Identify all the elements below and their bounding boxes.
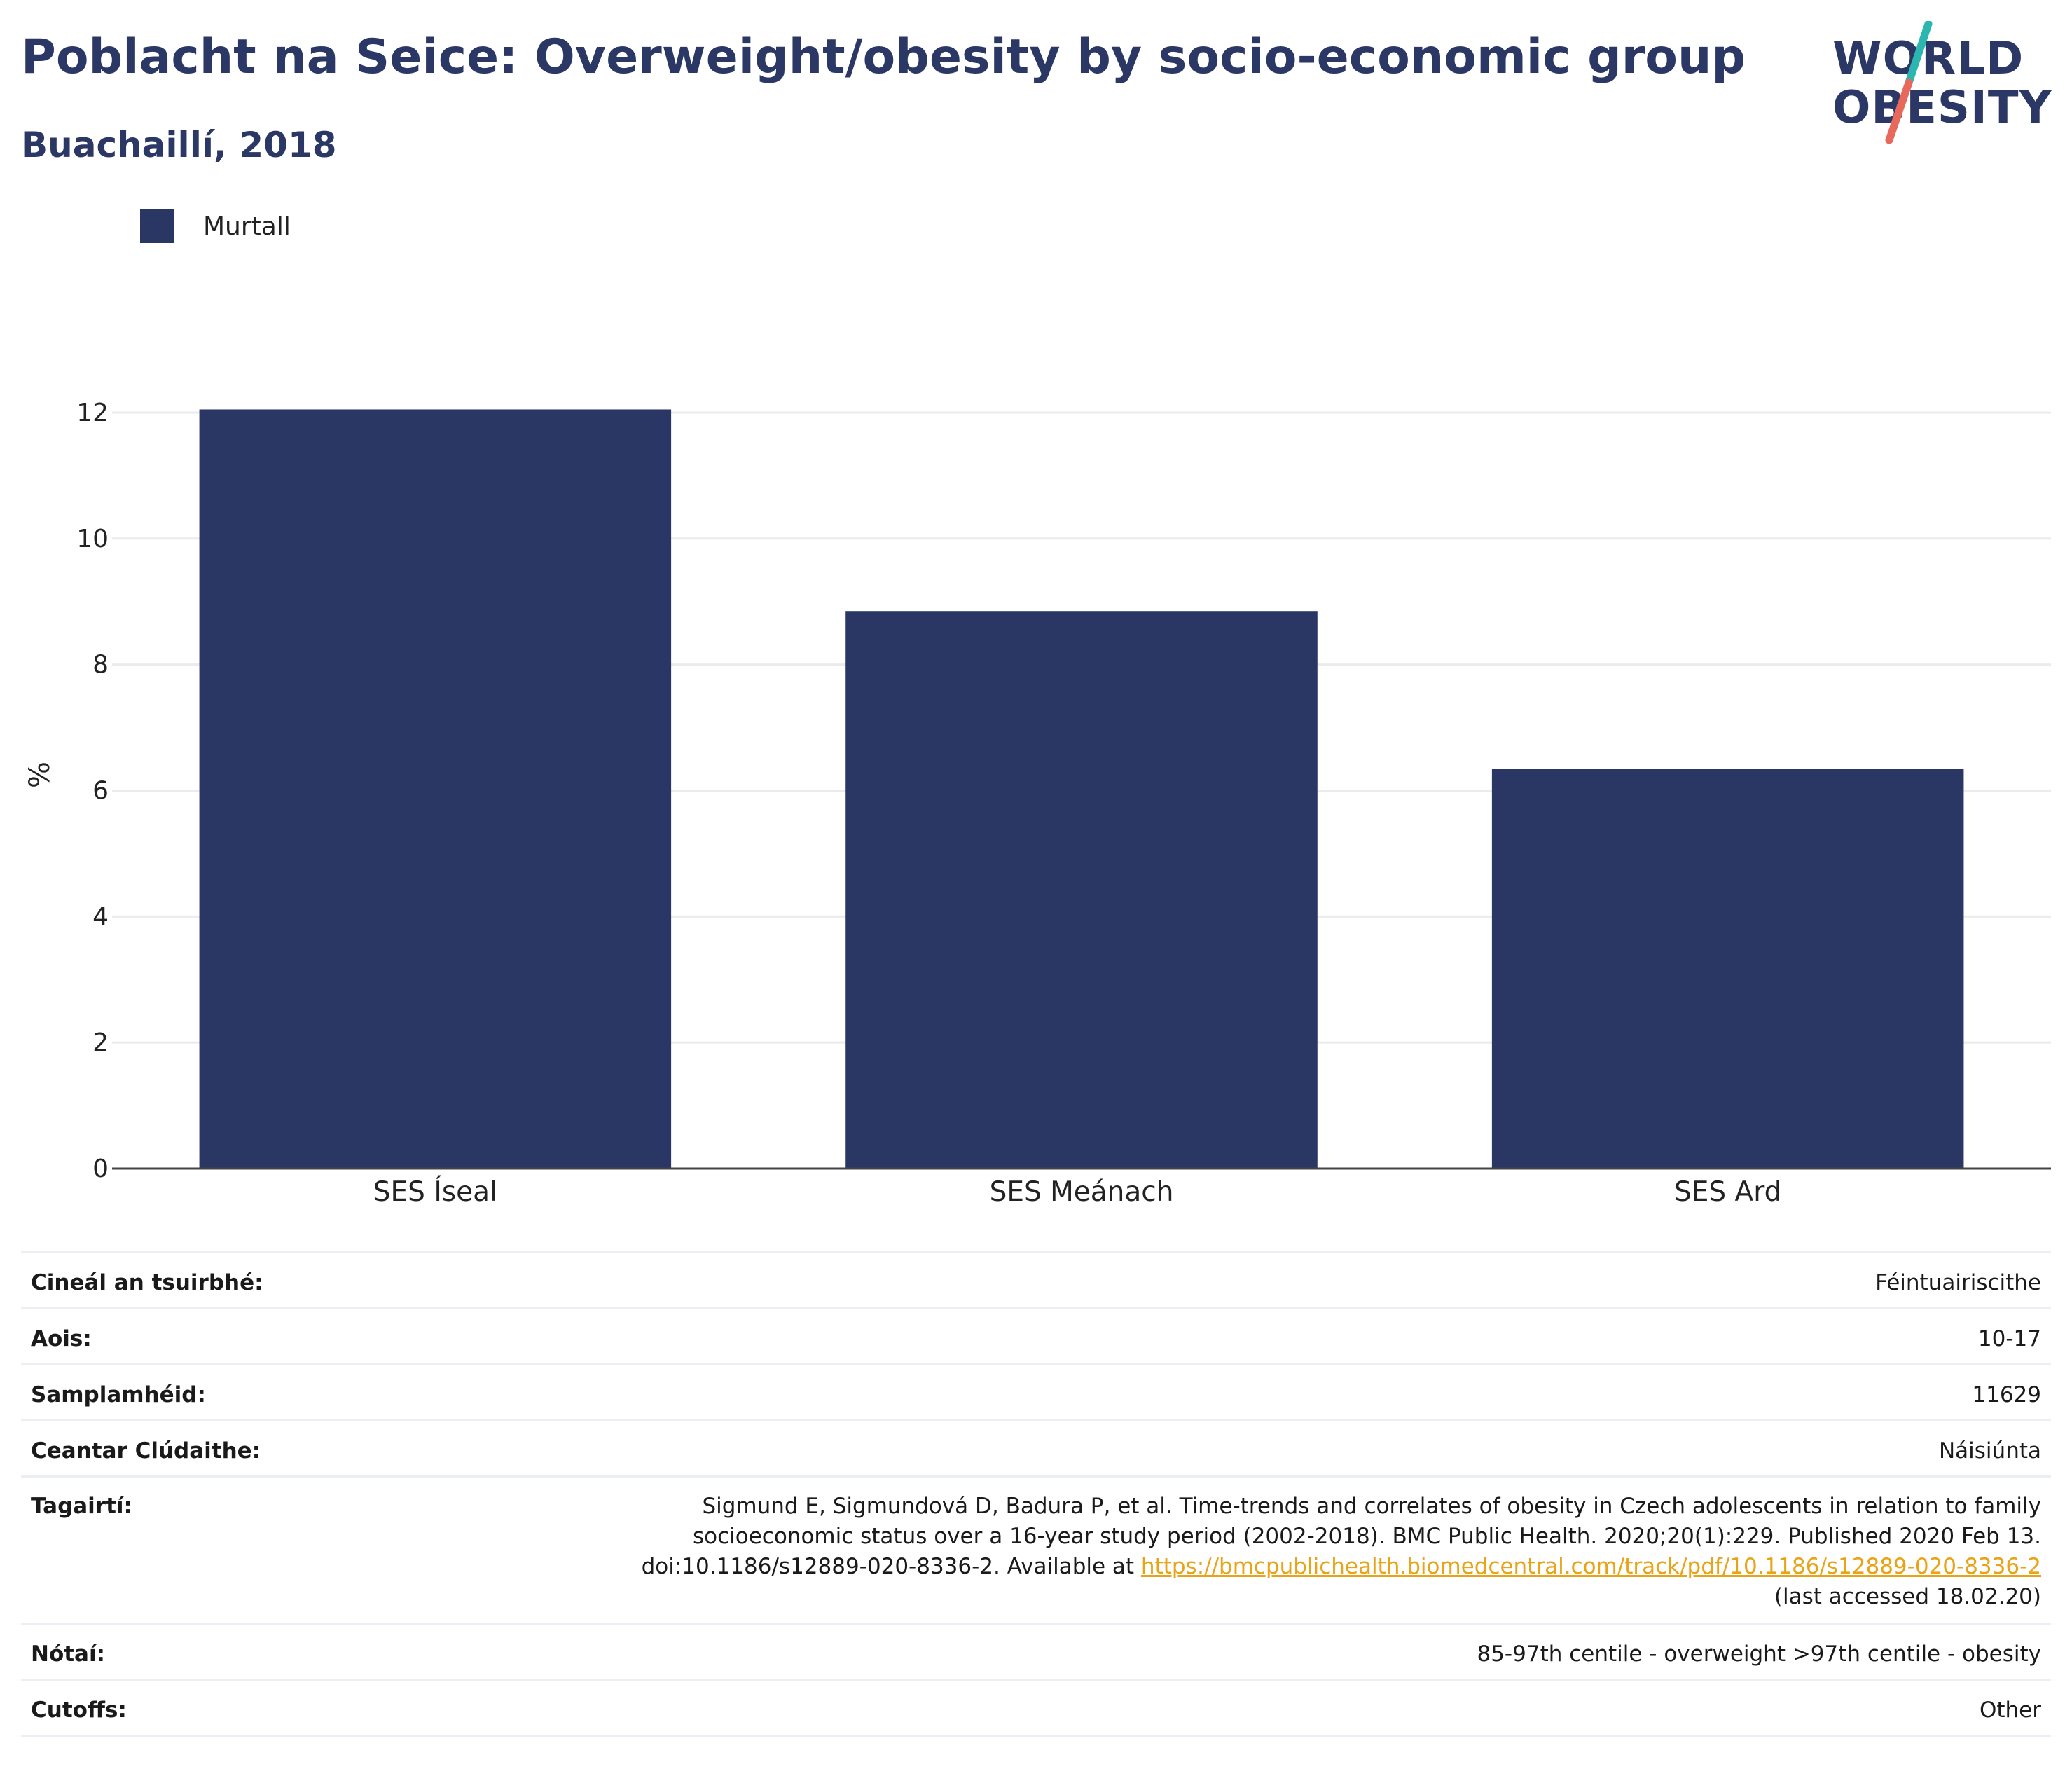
logo-slash-icon	[1885, 21, 1933, 144]
info-value: 85-97th centile - overweight >97th centi…	[441, 1623, 2051, 1680]
info-row-cutoffs: Cutoffs: Other	[21, 1679, 2051, 1737]
info-value: 10-17	[441, 1307, 2051, 1365]
info-row-references: Tagairtí: Sigmund E, Sigmundová D, Badur…	[21, 1475, 2051, 1624]
y-tick-label: 10	[76, 525, 109, 553]
info-value: 11629	[441, 1363, 2051, 1421]
y-tick-label: 4	[92, 902, 109, 931]
info-value: Náisiúnta	[441, 1419, 2051, 1477]
reference-line: socioeconomic status over a 16-year stud…	[692, 1524, 2041, 1549]
bar	[1491, 769, 1964, 1169]
reference-line: (last accessed 18.02.20)	[1774, 1584, 2041, 1609]
y-tick-label: 2	[92, 1028, 109, 1057]
info-row-age: Aois: 10-17	[21, 1307, 2051, 1365]
bar-chart: 0 2 4 6 8 10 12 SES Íseal SES Meánach SES Ard%	[24, 399, 2051, 1208]
reference-text: Sigmund E, Sigmundová D, Badura P, et al…	[441, 1475, 2051, 1624]
y-tick-label: 0	[92, 1155, 109, 1183]
y-tick-label: 6	[92, 776, 109, 805]
info-label: Aois:	[21, 1307, 441, 1365]
info-row-area: Ceantar Clúdaithe: Náisiúnta	[21, 1419, 2051, 1477]
info-row-notes: Nótaí: 85-97th centile - overweight >97t…	[21, 1623, 2051, 1680]
info-value: Other	[441, 1679, 2051, 1737]
survey-info-table: Cineál an tsuirbhé: Féintuairiscithe Aoi…	[21, 1251, 2051, 1737]
reference-link[interactable]: https://bmcpublichealth.biomedcentral.co…	[1140, 1554, 2041, 1579]
bar	[199, 409, 672, 1169]
bar	[845, 611, 1318, 1169]
info-row-sample-size: Samplamhéid: 11629	[21, 1363, 2051, 1421]
chart-subtitle: Buachaillí, 2018	[21, 125, 337, 165]
legend-swatch	[140, 209, 174, 243]
logo-word-world: WORLD	[1832, 33, 2024, 85]
chart-title: Poblacht na Seice: Overweight/obesity by…	[21, 29, 1746, 85]
y-axis-title: %	[24, 762, 56, 788]
x-tick-label: SES Íseal	[373, 1175, 497, 1208]
legend-label: Murtall	[203, 212, 291, 241]
info-label: Cineál an tsuirbhé:	[21, 1251, 441, 1309]
info-label: Cutoffs:	[21, 1679, 441, 1737]
logo-word-obesity: OBESITY	[1832, 82, 2052, 134]
info-label: Nótaí:	[21, 1623, 441, 1680]
y-tick-label: 12	[76, 399, 109, 427]
info-label: Samplamhéid:	[21, 1363, 441, 1421]
reference-line: Sigmund E, Sigmundová D, Badura P, et al…	[702, 1494, 2041, 1519]
chart-legend: Murtall	[140, 209, 291, 244]
x-tick-label: SES Meánach	[990, 1176, 1174, 1208]
info-label: Tagairtí:	[21, 1475, 441, 1624]
y-tick-label: 8	[92, 651, 109, 680]
world-obesity-logo: WORLD OBESITY	[1818, 21, 2056, 147]
info-row-survey-type: Cineál an tsuirbhé: Féintuairiscithe	[21, 1251, 2051, 1309]
x-tick-label: SES Ard	[1674, 1176, 1781, 1208]
info-value: Féintuairiscithe	[441, 1251, 2051, 1309]
reference-line: doi:10.1186/s12889-020-8336-2. Available…	[641, 1554, 1135, 1579]
info-label: Ceantar Clúdaithe:	[21, 1419, 441, 1477]
